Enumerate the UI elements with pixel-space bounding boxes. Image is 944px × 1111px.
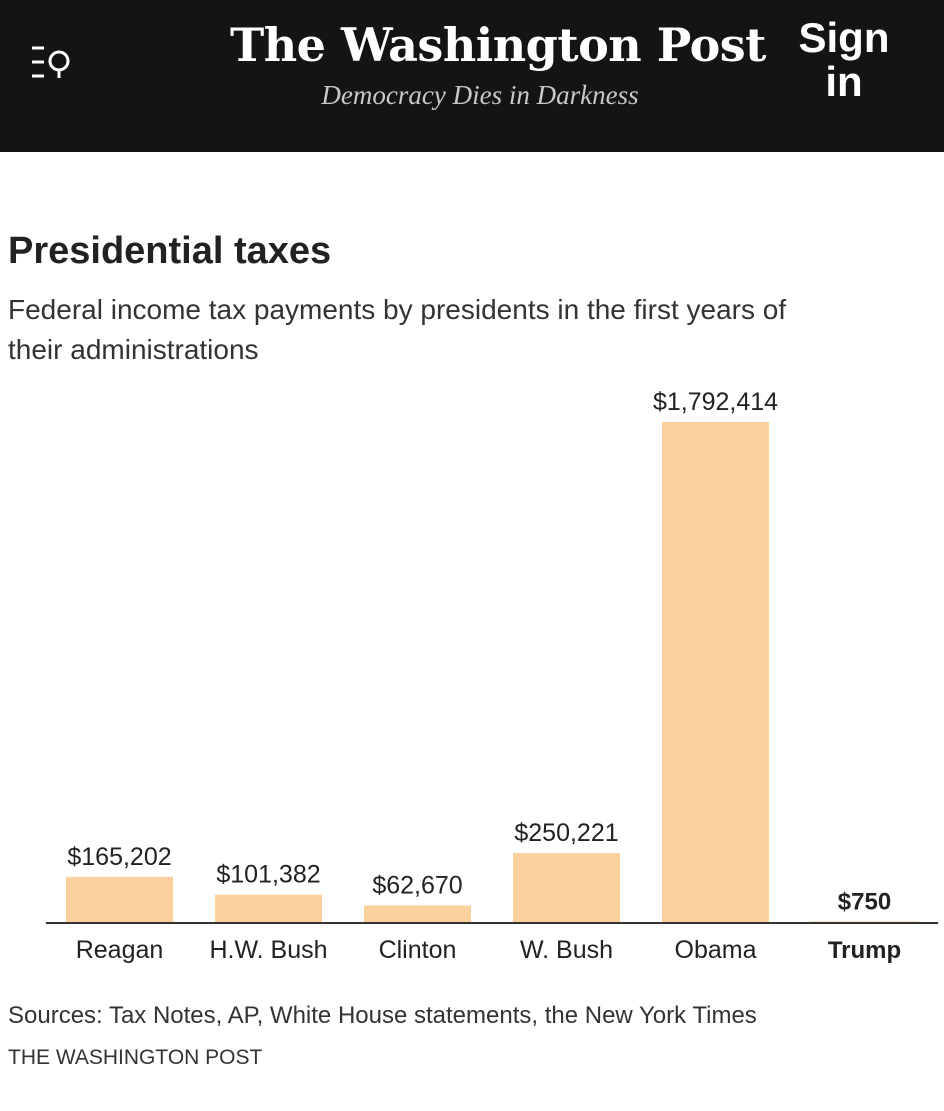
category-label: W. Bush	[520, 936, 613, 964]
category-label: H.W. Bush	[209, 936, 327, 964]
bar-reagan	[66, 876, 173, 923]
sources-note: Sources: Tax Notes, AP, White House stat…	[8, 1002, 757, 1029]
category-label: Trump	[828, 937, 901, 964]
value-label: $1,792,414	[653, 388, 778, 416]
bar-w-bush	[513, 853, 620, 923]
sign-in-button[interactable]: Sign in	[780, 16, 908, 104]
chart-subtitle: Federal income tax payments by president…	[8, 294, 787, 365]
value-label: $250,221	[514, 819, 618, 847]
value-label: $165,202	[67, 843, 171, 871]
value-label: $101,382	[216, 861, 320, 889]
menu-search-button[interactable]	[28, 40, 76, 84]
tagline: Democracy Dies in Darkness	[321, 80, 639, 110]
category-label: Obama	[675, 936, 757, 964]
category-label: Reagan	[76, 936, 164, 964]
value-label: $62,670	[372, 871, 462, 899]
value-label: $750	[838, 889, 891, 916]
bar-obama	[662, 422, 769, 923]
bar-h-w-bush	[215, 894, 322, 923]
top-bar: The Washington Post Democracy Dies in Da…	[0, 0, 944, 152]
menu-search-icon	[32, 46, 70, 78]
sign-in-label-1: Sign	[798, 14, 890, 61]
masthead[interactable]: The Washington Post Democracy Dies in Da…	[230, 10, 766, 110]
category-label: Clinton	[379, 936, 457, 964]
bar-chart: $165,202 Reagan $101,382 H.W. Bush $62,670 Cl…	[46, 388, 938, 964]
sign-in-label-2: in	[825, 58, 863, 105]
logo[interactable]: The Washington Post	[230, 18, 766, 72]
chart-title: Presidential taxes	[8, 230, 332, 272]
bar-clinton	[364, 905, 471, 923]
credit-line: THE WASHINGTON POST	[8, 1046, 263, 1069]
